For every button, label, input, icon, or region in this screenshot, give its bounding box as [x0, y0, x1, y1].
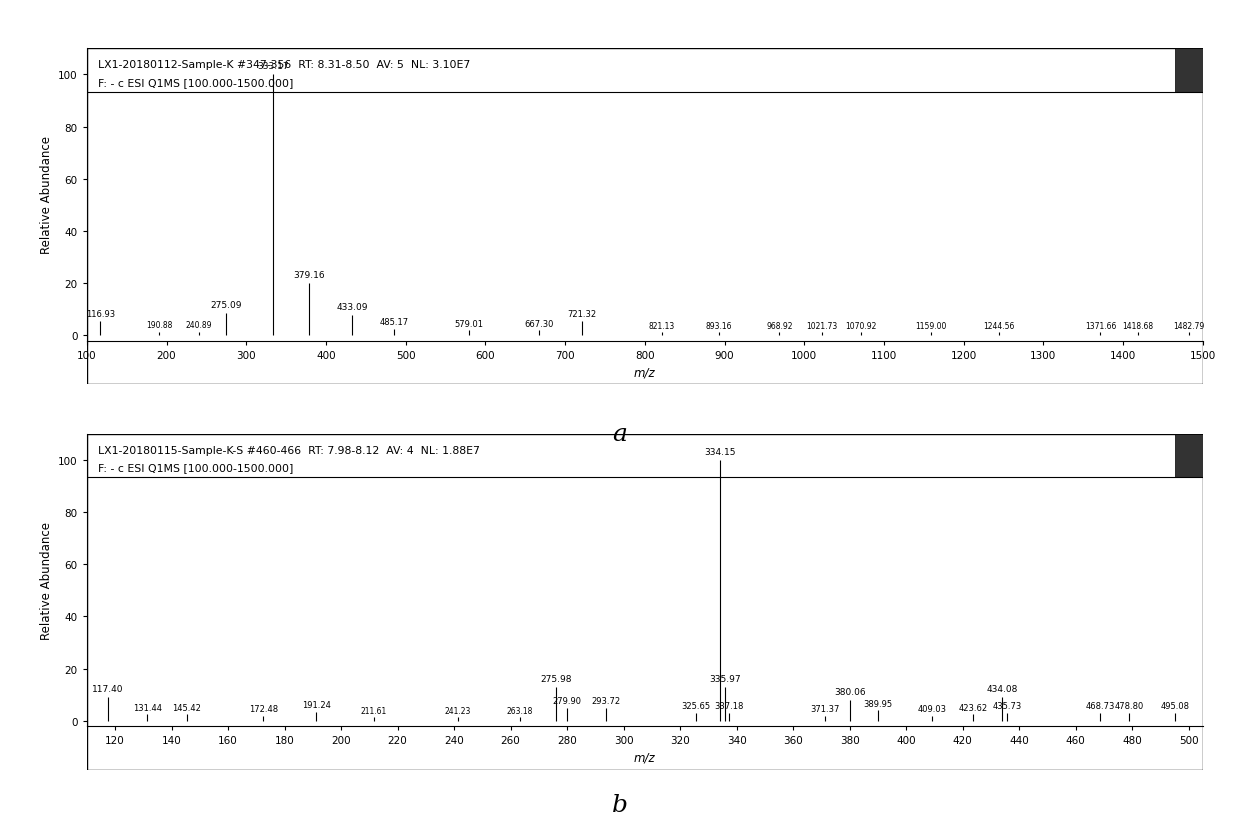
Text: 1482.79: 1482.79 — [1173, 322, 1205, 331]
Text: 423.62: 423.62 — [959, 703, 987, 712]
Text: 389.95: 389.95 — [863, 699, 893, 708]
Text: 293.72: 293.72 — [591, 696, 620, 705]
Text: 434.08: 434.08 — [987, 685, 1018, 694]
Text: 275.09: 275.09 — [211, 301, 242, 310]
Text: 263.18: 263.18 — [506, 706, 533, 715]
Text: 893.16: 893.16 — [706, 322, 733, 331]
Text: 579.01: 579.01 — [454, 319, 484, 328]
Text: 325.65: 325.65 — [682, 702, 711, 711]
Text: 667.30: 667.30 — [525, 319, 554, 328]
Text: 241.23: 241.23 — [444, 706, 471, 715]
FancyBboxPatch shape — [1174, 49, 1203, 93]
Text: 1159.00: 1159.00 — [915, 322, 946, 331]
FancyBboxPatch shape — [1174, 434, 1203, 477]
Text: 1070.92: 1070.92 — [846, 322, 877, 331]
Text: 279.90: 279.90 — [552, 696, 582, 705]
Text: LX1-20180115-Sample-K-S #460-466  RT: 7.98-8.12  AV: 4  NL: 1.88E7: LX1-20180115-Sample-K-S #460-466 RT: 7.9… — [98, 445, 480, 455]
Text: 116.93: 116.93 — [86, 310, 115, 319]
X-axis label: m/z: m/z — [634, 751, 656, 764]
Text: 240.89: 240.89 — [186, 321, 212, 330]
Text: 409.03: 409.03 — [918, 704, 946, 713]
Text: 190.88: 190.88 — [146, 321, 172, 330]
Text: 468.73: 468.73 — [1086, 702, 1115, 711]
Text: 191.24: 191.24 — [301, 700, 331, 709]
Text: 821.13: 821.13 — [649, 322, 675, 331]
Text: 435.73: 435.73 — [992, 702, 1022, 711]
Text: 333.17: 333.17 — [257, 62, 289, 71]
Text: 337.18: 337.18 — [714, 702, 743, 711]
Text: 172.48: 172.48 — [249, 704, 278, 713]
Text: 334.15: 334.15 — [704, 447, 735, 456]
Text: 1021.73: 1021.73 — [806, 322, 837, 331]
Text: 211.61: 211.61 — [361, 706, 387, 715]
Text: 721.32: 721.32 — [568, 310, 596, 319]
Text: 1244.56: 1244.56 — [983, 322, 1014, 331]
Text: 433.09: 433.09 — [336, 302, 368, 311]
Text: a: a — [613, 423, 627, 446]
Y-axis label: Relative Abundance: Relative Abundance — [40, 521, 52, 639]
Text: 485.17: 485.17 — [379, 318, 408, 327]
Y-axis label: Relative Abundance: Relative Abundance — [40, 136, 52, 254]
Text: 495.08: 495.08 — [1161, 702, 1189, 711]
Text: b: b — [613, 793, 627, 816]
Text: 1418.68: 1418.68 — [1122, 322, 1153, 331]
Text: F: - c ESI Q1MS [100.000-1500.000]: F: - c ESI Q1MS [100.000-1500.000] — [98, 463, 294, 473]
Text: 131.44: 131.44 — [133, 703, 162, 712]
Text: 478.80: 478.80 — [1115, 702, 1143, 711]
Text: 380.06: 380.06 — [835, 687, 866, 696]
Text: 968.92: 968.92 — [766, 322, 792, 331]
Text: 1371.66: 1371.66 — [1085, 322, 1116, 331]
X-axis label: m/z: m/z — [634, 366, 656, 379]
Text: LX1-20180112-Sample-K #347-356  RT: 8.31-8.50  AV: 5  NL: 3.10E7: LX1-20180112-Sample-K #347-356 RT: 8.31-… — [98, 60, 470, 70]
Text: 379.16: 379.16 — [294, 271, 325, 280]
Text: 117.40: 117.40 — [92, 685, 124, 694]
Text: F: - c ESI Q1MS [100.000-1500.000]: F: - c ESI Q1MS [100.000-1500.000] — [98, 78, 294, 88]
Text: 145.42: 145.42 — [172, 703, 201, 712]
Text: 371.37: 371.37 — [811, 704, 839, 713]
Text: 275.98: 275.98 — [539, 674, 572, 683]
Text: 335.97: 335.97 — [709, 674, 742, 683]
